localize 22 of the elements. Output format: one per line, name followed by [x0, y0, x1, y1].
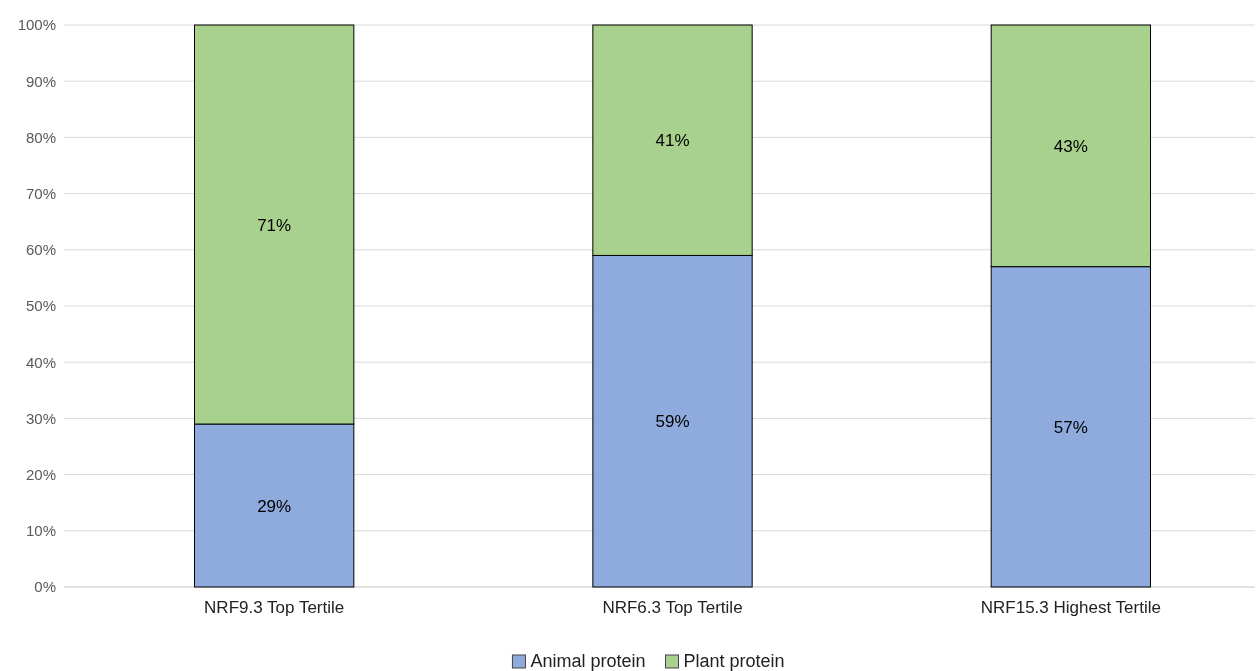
- y-tick-label: 30%: [25, 409, 56, 427]
- y-tick-label: 60%: [25, 241, 56, 259]
- data-label: 41%: [655, 131, 690, 151]
- y-tick-label: 90%: [25, 72, 56, 90]
- y-tick-label: 40%: [25, 353, 56, 371]
- data-label: 71%: [257, 215, 292, 235]
- x-tick-label: NRF15.3 Highest Tertile: [980, 598, 1161, 618]
- data-label: 57%: [1053, 417, 1088, 437]
- y-tick-label: 100%: [17, 16, 56, 34]
- x-tick-label: NRF9.3 Top Tertile: [204, 598, 345, 618]
- data-label: 59%: [655, 412, 690, 432]
- y-tick-label: 0%: [34, 578, 56, 596]
- y-tick-label: 10%: [25, 522, 56, 540]
- x-tick-label: NRF6.3 Top Tertile: [602, 598, 743, 618]
- y-tick-label: 50%: [25, 297, 56, 315]
- y-tick-label: 70%: [25, 184, 56, 202]
- data-label: 29%: [257, 496, 292, 516]
- legend-label: Animal protein: [530, 651, 646, 671]
- y-tick-label: 20%: [25, 465, 56, 483]
- legend-label: Plant protein: [683, 651, 785, 671]
- y-tick-label: 80%: [25, 128, 56, 146]
- data-label: 43%: [1053, 136, 1088, 156]
